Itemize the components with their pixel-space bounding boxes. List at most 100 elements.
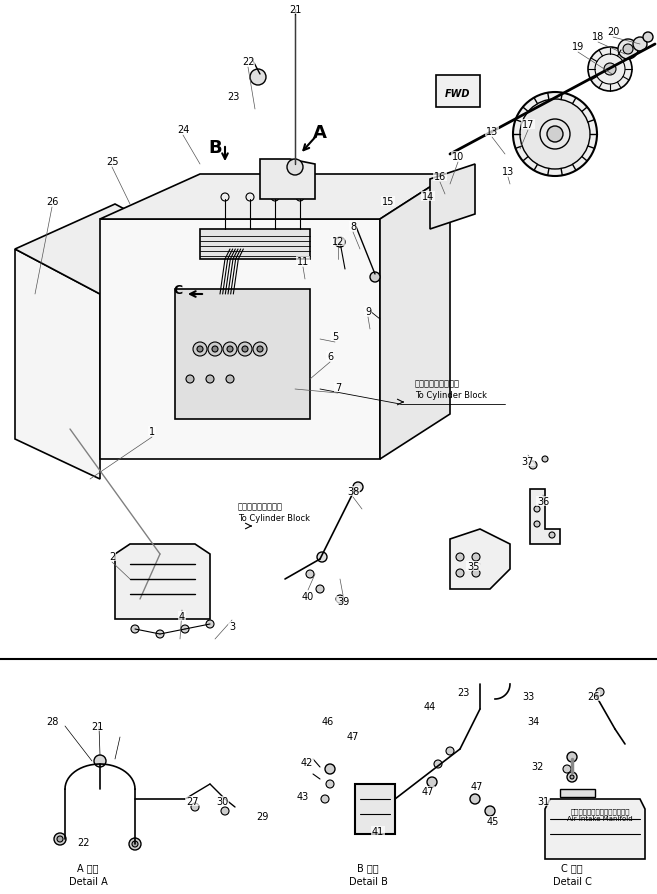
Text: 41: 41	[372, 826, 384, 836]
Circle shape	[131, 625, 139, 633]
Polygon shape	[100, 220, 380, 460]
Circle shape	[321, 795, 329, 803]
Circle shape	[567, 752, 577, 763]
Bar	[560, 789, 595, 797]
Text: 47: 47	[347, 731, 359, 741]
Text: C 詳細
Detail C: C 詳細 Detail C	[553, 863, 591, 886]
Text: 45: 45	[487, 816, 499, 826]
Polygon shape	[260, 160, 315, 199]
Text: B 詳細
Detail B: B 詳細 Detail B	[349, 863, 388, 886]
Text: 11: 11	[297, 257, 309, 266]
Text: 15: 15	[382, 197, 394, 207]
Polygon shape	[15, 205, 200, 295]
Polygon shape	[355, 784, 395, 834]
Circle shape	[242, 347, 248, 352]
Circle shape	[197, 347, 203, 352]
Text: 21: 21	[289, 5, 301, 15]
Text: 12: 12	[332, 237, 344, 247]
Text: エアーインテークマニホールド
Air Intake Manifold: エアーインテークマニホールド Air Intake Manifold	[567, 807, 633, 822]
Circle shape	[623, 45, 633, 55]
Circle shape	[223, 342, 237, 357]
Circle shape	[206, 620, 214, 628]
Text: 36: 36	[537, 496, 549, 506]
Text: 34: 34	[527, 716, 539, 726]
Circle shape	[238, 342, 252, 357]
Circle shape	[257, 347, 263, 352]
Text: C: C	[173, 283, 183, 296]
Circle shape	[94, 755, 106, 767]
Circle shape	[326, 780, 334, 789]
Text: 13: 13	[486, 127, 498, 137]
Circle shape	[427, 777, 437, 787]
Polygon shape	[200, 230, 310, 260]
Circle shape	[529, 461, 537, 469]
Text: 29: 29	[256, 811, 268, 821]
Circle shape	[234, 246, 242, 254]
Circle shape	[306, 570, 314, 578]
Text: シリンダブロックへ
To Cylinder Block: シリンダブロックへ To Cylinder Block	[238, 502, 310, 523]
Circle shape	[221, 807, 229, 815]
Circle shape	[253, 342, 267, 357]
Text: FWD: FWD	[445, 89, 471, 99]
Circle shape	[317, 552, 327, 562]
Circle shape	[316, 586, 324, 594]
Polygon shape	[430, 164, 475, 230]
Circle shape	[57, 836, 63, 842]
Circle shape	[237, 246, 244, 254]
Text: 4: 4	[179, 611, 185, 621]
Text: 42: 42	[301, 757, 313, 767]
Text: 43: 43	[297, 791, 309, 801]
Circle shape	[520, 100, 590, 170]
Circle shape	[370, 273, 380, 283]
Text: 6: 6	[327, 351, 333, 361]
Circle shape	[513, 93, 597, 177]
Circle shape	[618, 40, 638, 60]
Circle shape	[534, 521, 540, 527]
Text: 13: 13	[502, 167, 514, 177]
Circle shape	[335, 238, 345, 248]
Circle shape	[226, 246, 234, 254]
FancyBboxPatch shape	[436, 76, 480, 108]
Text: 39: 39	[337, 596, 349, 606]
Circle shape	[193, 342, 207, 357]
Text: 20: 20	[607, 27, 619, 37]
Text: 46: 46	[322, 716, 334, 726]
Circle shape	[470, 794, 480, 804]
Text: 38: 38	[347, 486, 359, 496]
Text: 33: 33	[522, 691, 534, 701]
Circle shape	[472, 553, 480, 561]
Text: 21: 21	[91, 721, 103, 731]
Circle shape	[570, 775, 574, 780]
Circle shape	[353, 483, 363, 493]
Text: 22: 22	[77, 837, 89, 847]
Text: 19: 19	[572, 42, 584, 52]
Polygon shape	[450, 529, 510, 589]
Circle shape	[549, 533, 555, 538]
Polygon shape	[545, 799, 645, 859]
Circle shape	[596, 688, 604, 696]
Circle shape	[547, 127, 563, 143]
Polygon shape	[380, 175, 450, 460]
Polygon shape	[100, 175, 450, 220]
Text: 3: 3	[229, 621, 235, 631]
Text: 32: 32	[532, 761, 544, 772]
Circle shape	[229, 246, 237, 254]
Text: 22: 22	[242, 57, 254, 67]
Text: 14: 14	[422, 192, 434, 202]
Text: 44: 44	[424, 701, 436, 712]
Circle shape	[567, 772, 577, 782]
Polygon shape	[115, 544, 210, 620]
Circle shape	[227, 347, 233, 352]
Text: A: A	[313, 124, 327, 142]
Circle shape	[643, 33, 653, 43]
Circle shape	[534, 506, 540, 512]
Text: 7: 7	[335, 383, 341, 392]
Circle shape	[132, 841, 138, 847]
Text: シリンダブロックへ
To Cylinder Block: シリンダブロックへ To Cylinder Block	[415, 379, 487, 400]
Polygon shape	[530, 489, 560, 544]
Circle shape	[206, 375, 214, 384]
Circle shape	[287, 160, 303, 176]
Text: 23: 23	[457, 687, 469, 697]
Polygon shape	[175, 290, 310, 419]
Circle shape	[485, 806, 495, 816]
